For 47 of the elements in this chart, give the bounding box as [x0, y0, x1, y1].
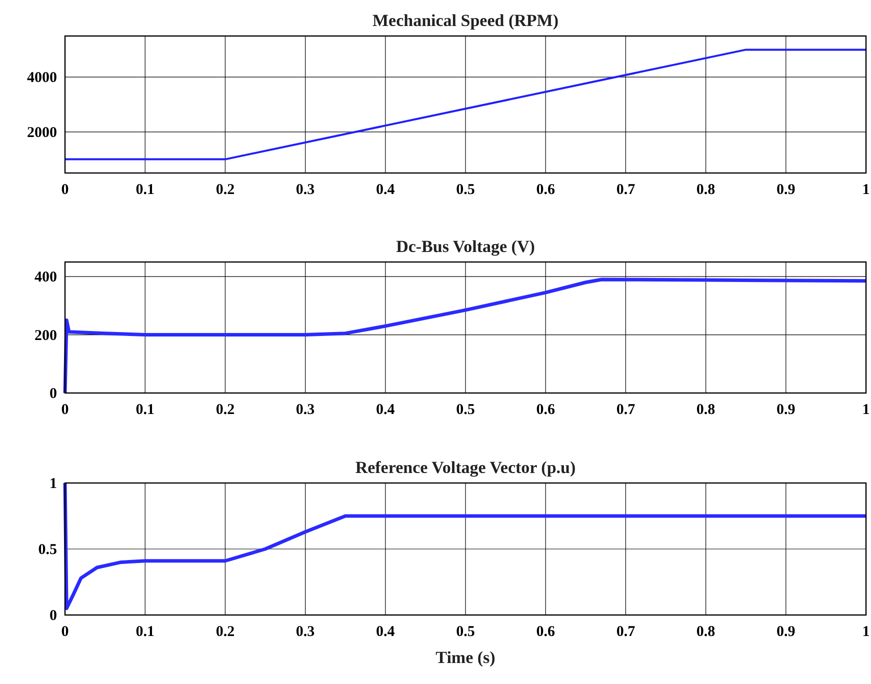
- x-tick-label: 0.7: [616, 624, 636, 640]
- x-tick-label: 0.3: [296, 402, 315, 418]
- x-tick-label: 0.8: [696, 182, 716, 198]
- x-tick-label: 1: [862, 624, 870, 640]
- x-tick-label: 0.3: [296, 182, 315, 198]
- chart-title: Dc-Bus Voltage (V): [396, 237, 535, 256]
- chart-title: Reference Voltage Vector (p.u): [355, 458, 576, 477]
- line-series: [63, 481, 868, 610]
- x-tick-label: 0.7: [616, 182, 636, 198]
- x-tick-label: 0.4: [376, 182, 396, 198]
- y-tick-label: 4000: [27, 70, 57, 86]
- y-tick-label: 2000: [27, 124, 57, 141]
- x-axis-title: Time (s): [436, 648, 496, 667]
- x-tick-label: 0: [61, 624, 69, 640]
- x-tick-label: 0.4: [376, 402, 396, 418]
- x-tick-label: 0.5: [456, 624, 475, 640]
- x-tick-label: 0.8: [696, 624, 716, 640]
- line-series: [63, 278, 868, 395]
- y-tick-label: 200: [34, 328, 57, 344]
- x-tick-label: 0.5: [456, 182, 475, 198]
- x-tick-label: 0.9: [776, 182, 796, 198]
- y-tick-label: 1: [50, 476, 57, 492]
- x-tick-label: 0.1: [136, 402, 154, 418]
- x-tick-label: 0.2: [216, 182, 235, 198]
- x-tick-label: 0.9: [776, 624, 796, 640]
- x-tick-label: 0.4: [376, 624, 396, 640]
- x-tick-label: 0.7: [616, 402, 636, 418]
- x-tick-label: 0.6: [536, 182, 556, 198]
- x-tick-label: 1: [862, 402, 870, 418]
- x-tick-label: 0.2: [216, 402, 235, 418]
- y-tick-label: 0: [50, 386, 57, 402]
- y-tick-label: 0: [50, 608, 57, 624]
- x-tick-label: 0.6: [536, 402, 556, 418]
- chart-title: Mechanical Speed (RPM): [372, 11, 559, 30]
- y-tick-label: 400: [34, 270, 57, 286]
- x-tick-label: 1: [862, 182, 870, 198]
- x-tick-label: 0.8: [696, 402, 716, 418]
- y-tick-label: 0.5: [38, 542, 57, 558]
- x-tick-label: 0.5: [456, 402, 475, 418]
- x-tick-label: 0: [61, 182, 69, 198]
- x-tick-label: 0.3: [296, 624, 315, 640]
- x-tick-label: 0.1: [136, 182, 154, 198]
- x-tick-label: 0.6: [536, 624, 556, 640]
- x-tick-label: 0: [61, 402, 69, 418]
- x-tick-label: 0.2: [216, 624, 235, 640]
- x-tick-label: 0.9: [776, 402, 796, 418]
- x-tick-label: 0.1: [136, 624, 154, 640]
